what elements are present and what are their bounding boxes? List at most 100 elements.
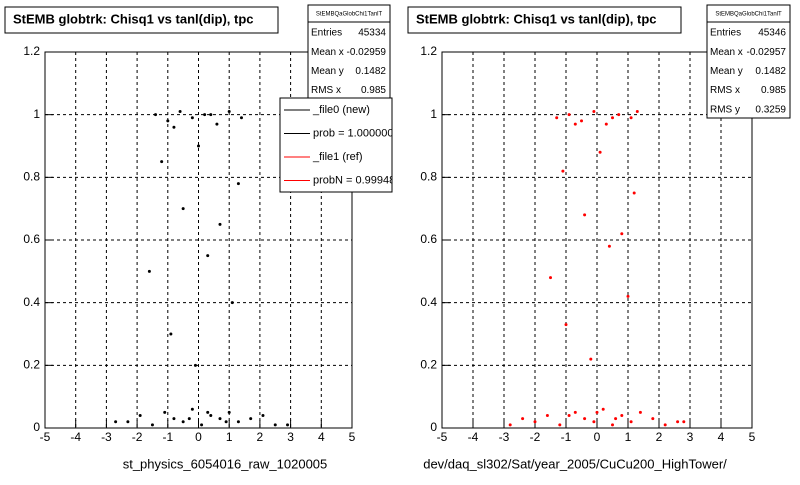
point — [114, 420, 118, 424]
x-tick-label: 5 — [349, 430, 356, 444]
point — [533, 420, 537, 424]
legend: _file0 (new) prob = 1.000000 _file1 (ref) p… — [280, 98, 395, 192]
chart-title: StEMB globtrk: Chisq1 vs tanl(dip), tpc — [416, 11, 657, 26]
x-tick-label: -1 — [561, 430, 572, 444]
point — [611, 116, 614, 120]
stats-label: RMS x — [311, 85, 341, 96]
legend-border — [279, 97, 393, 193]
x-tick-label: 4 — [718, 430, 725, 444]
point — [209, 413, 213, 417]
chart-title: StEMB globtrk: Chisq1 vs tanl(dip), tpc — [13, 11, 254, 26]
point — [197, 144, 200, 148]
point — [629, 420, 633, 424]
point — [620, 232, 624, 236]
point — [614, 417, 618, 421]
x-tick-label: 1 — [625, 430, 632, 444]
point — [561, 169, 565, 173]
x-tick-label: -2 — [530, 430, 541, 444]
point — [629, 116, 633, 120]
title-box — [407, 6, 682, 34]
point — [261, 413, 265, 417]
point — [236, 420, 240, 424]
point — [589, 357, 593, 361]
point — [178, 110, 182, 114]
y-tick-label: 0.8 — [420, 170, 437, 184]
point — [508, 423, 512, 427]
point — [218, 222, 222, 226]
x-tick-label: -3 — [101, 430, 112, 444]
stats-value: 0.3259 — [755, 104, 786, 115]
y-tick-label: 0 — [430, 420, 437, 434]
point — [150, 423, 154, 427]
point — [239, 116, 243, 120]
x-tick-label: 2 — [656, 430, 663, 444]
point — [567, 413, 571, 417]
point — [592, 420, 596, 424]
y-tick-label: 1 — [33, 107, 40, 121]
x-tick-label: 3 — [687, 430, 694, 444]
point — [187, 417, 191, 421]
point — [549, 276, 552, 280]
point — [172, 417, 176, 421]
stats-value: 0.985 — [761, 85, 786, 96]
y-tick-label: 0.4 — [23, 295, 40, 309]
point — [273, 423, 277, 427]
stats-value: 0.1482 — [355, 66, 386, 77]
legend-label: _file1 (ref) — [312, 151, 363, 163]
x-tick-label: -1 — [162, 430, 173, 444]
stats-value: 0.1482 — [755, 66, 786, 77]
x-tick-label: -5 — [40, 430, 51, 444]
point — [154, 113, 158, 117]
stats-value: 0.985 — [361, 85, 386, 96]
point — [663, 423, 667, 427]
point — [193, 363, 197, 367]
stats-title: StEMBQaGlobChi1TanlT — [715, 12, 782, 18]
point — [620, 413, 624, 417]
stats-label: Entries — [311, 28, 342, 39]
point — [206, 254, 210, 258]
point — [567, 113, 571, 117]
point — [682, 420, 686, 424]
point — [224, 420, 228, 424]
point — [638, 410, 642, 414]
point — [651, 417, 655, 421]
point — [573, 410, 577, 414]
legend-label: probN = 0.99948 — [313, 174, 395, 186]
stats-value: 45346 — [758, 28, 786, 39]
y-tick-label: 1.2 — [420, 44, 437, 58]
point — [181, 420, 185, 424]
stats-box — [706, 4, 791, 119]
x-tick-label: 3 — [287, 430, 294, 444]
caption: st_physics_6054016_raw_1020005 — [123, 456, 328, 471]
stats-label: Mean y — [311, 66, 344, 77]
point — [595, 410, 599, 414]
x-tick-label: 4 — [318, 430, 325, 444]
title-box — [4, 6, 279, 34]
point — [126, 420, 130, 424]
x-tick-label: -3 — [499, 430, 510, 444]
x-tick-label: 1 — [226, 430, 233, 444]
point — [236, 182, 240, 186]
x-tick-label: -4 — [70, 430, 81, 444]
stats-value: -0.02957 — [747, 47, 787, 58]
legend-label: _file0 (new) — [312, 104, 370, 116]
y-tick-label: 0.6 — [23, 232, 40, 246]
point — [227, 110, 231, 114]
stats-title: StEMBQaGlobChi1TanlT — [316, 12, 383, 18]
caption: dev/daq_sl302/Sat/year_2005/CuCu200_High… — [423, 456, 727, 471]
y-tick-label: 0.6 — [420, 232, 437, 246]
stats-box — [307, 4, 391, 99]
point — [227, 410, 231, 414]
point — [206, 410, 210, 414]
point — [583, 213, 587, 217]
point — [181, 207, 185, 211]
point — [172, 125, 176, 129]
point — [545, 413, 549, 417]
point — [138, 413, 142, 417]
point — [190, 407, 194, 411]
legend-box — [280, 98, 392, 192]
stats-label: Mean x — [710, 47, 743, 58]
stats-label: RMS y — [710, 104, 740, 115]
point — [580, 119, 583, 123]
